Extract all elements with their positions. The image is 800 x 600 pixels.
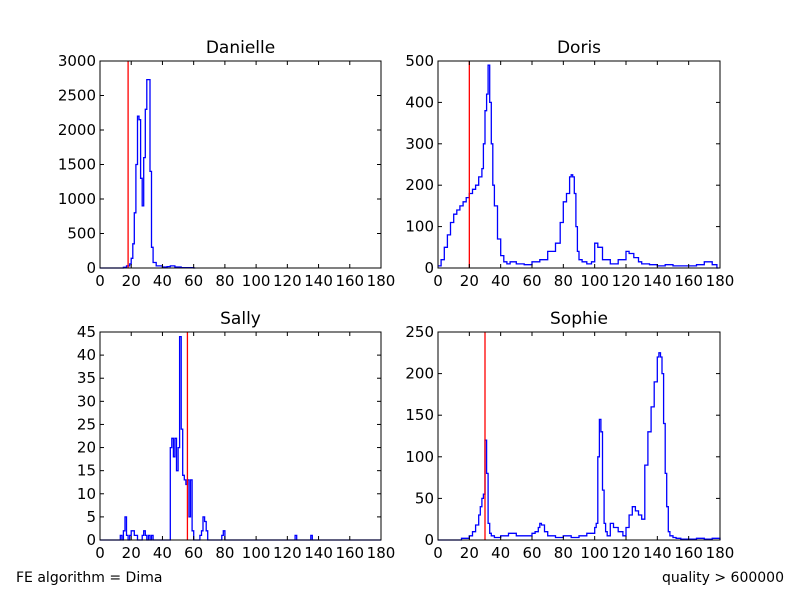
doris-xtick-label: 120 bbox=[612, 272, 641, 290]
doris-xtick-label: 80 bbox=[554, 272, 573, 290]
danielle-xtick-label: 80 bbox=[215, 272, 234, 290]
sally-xtick-label: 60 bbox=[184, 544, 203, 562]
doris-xtick-label: 60 bbox=[522, 272, 541, 290]
sally-ytick-label: 15 bbox=[77, 462, 96, 480]
sally-ytick-label: 40 bbox=[77, 346, 96, 364]
danielle-ytick-label: 1500 bbox=[58, 156, 96, 174]
sophie-title: Sophie bbox=[550, 309, 608, 329]
sophie-ytick-label: 0 bbox=[424, 531, 434, 549]
danielle-ytick-label: 1000 bbox=[58, 190, 96, 208]
sally-xtick-label: 100 bbox=[242, 544, 271, 562]
sophie-xtick-label: 20 bbox=[460, 544, 479, 562]
sally-xtick-label: 20 bbox=[122, 544, 141, 562]
danielle-title: Danielle bbox=[206, 38, 275, 58]
sophie-ytick-label: 150 bbox=[405, 406, 434, 424]
sally-axes-frame bbox=[99, 331, 382, 541]
danielle-xtick-label: 180 bbox=[367, 272, 396, 290]
sophie-ytick-label: 200 bbox=[405, 365, 434, 383]
sophie-ytick-label: 50 bbox=[415, 489, 434, 507]
danielle-axes-frame bbox=[99, 60, 382, 269]
doris-xtick-label: 140 bbox=[643, 272, 672, 290]
doris-xtick-label: 160 bbox=[674, 272, 703, 290]
doris-xtick-label: 0 bbox=[433, 272, 443, 290]
danielle-ytick-label: 500 bbox=[67, 225, 96, 243]
sally-ytick-label: 45 bbox=[77, 323, 96, 341]
doris-xtick-label: 20 bbox=[460, 272, 479, 290]
danielle-xtick-label: 0 bbox=[95, 272, 105, 290]
algorithm-note: FE algorithm = Dima bbox=[16, 570, 163, 586]
sally-ytick-label: 30 bbox=[77, 392, 96, 410]
doris-xtick-label: 40 bbox=[491, 272, 510, 290]
sophie-xtick-label: 80 bbox=[554, 544, 573, 562]
sophie-histogram-line bbox=[438, 352, 721, 541]
danielle-histogram-line bbox=[100, 78, 196, 269]
danielle-xtick-label: 60 bbox=[184, 272, 203, 290]
danielle-ytick-label: 2000 bbox=[58, 121, 96, 139]
danielle-xtick-label: 120 bbox=[273, 272, 302, 290]
sophie-xtick-label: 120 bbox=[612, 544, 641, 562]
sophie-xtick-label: 180 bbox=[706, 544, 735, 562]
danielle-ytick-label: 3000 bbox=[58, 52, 96, 70]
sally-xtick-label: 160 bbox=[335, 544, 364, 562]
doris-ytick-label: 100 bbox=[405, 218, 434, 236]
sally-ytick-label: 25 bbox=[77, 415, 96, 433]
sally-ytick-label: 10 bbox=[77, 485, 96, 503]
doris-title: Doris bbox=[557, 38, 601, 58]
sally-histogram-line bbox=[100, 335, 381, 541]
sophie-axes-frame bbox=[437, 331, 721, 541]
sophie-xtick-label: 140 bbox=[643, 544, 672, 562]
sally-ytick-label: 35 bbox=[77, 369, 96, 387]
sophie-ytick-label: 100 bbox=[405, 448, 434, 466]
doris-ytick-label: 0 bbox=[424, 259, 434, 277]
sally-xtick-label: 80 bbox=[215, 544, 234, 562]
sally-xtick-label: 120 bbox=[273, 544, 302, 562]
sally-ytick-label: 5 bbox=[86, 508, 96, 526]
danielle-xtick-label: 40 bbox=[153, 272, 172, 290]
sophie-xtick-label: 160 bbox=[674, 544, 703, 562]
danielle-xtick-label: 100 bbox=[242, 272, 271, 290]
sally-ytick-label: 20 bbox=[77, 439, 96, 457]
sally-title: Sally bbox=[220, 309, 261, 329]
doris-ytick-label: 400 bbox=[405, 93, 434, 111]
doris-ytick-label: 500 bbox=[405, 52, 434, 70]
danielle-xtick-label: 140 bbox=[304, 272, 333, 290]
danielle-xtick-label: 160 bbox=[335, 272, 364, 290]
sally-xtick-label: 140 bbox=[304, 544, 333, 562]
quality-note: quality > 600000 bbox=[662, 570, 784, 586]
danielle-ytick-label: 0 bbox=[86, 259, 96, 277]
danielle-ytick-label: 2500 bbox=[58, 87, 96, 105]
doris-ytick-label: 300 bbox=[405, 135, 434, 153]
sally-xtick-label: 180 bbox=[367, 544, 396, 562]
doris-axes-frame bbox=[437, 60, 721, 269]
sophie-xtick-label: 60 bbox=[522, 544, 541, 562]
sally-ytick-label: 0 bbox=[86, 531, 96, 549]
sophie-xtick-label: 100 bbox=[580, 544, 609, 562]
doris-histogram-line bbox=[438, 64, 719, 269]
sally-xtick-label: 0 bbox=[95, 544, 105, 562]
sally-xtick-label: 40 bbox=[153, 544, 172, 562]
doris-xtick-label: 100 bbox=[580, 272, 609, 290]
sophie-xtick-label: 0 bbox=[433, 544, 443, 562]
doris-ytick-label: 200 bbox=[405, 176, 434, 194]
doris-xtick-label: 180 bbox=[706, 272, 735, 290]
sophie-ytick-label: 250 bbox=[405, 323, 434, 341]
danielle-xtick-label: 20 bbox=[122, 272, 141, 290]
sophie-xtick-label: 40 bbox=[491, 544, 510, 562]
